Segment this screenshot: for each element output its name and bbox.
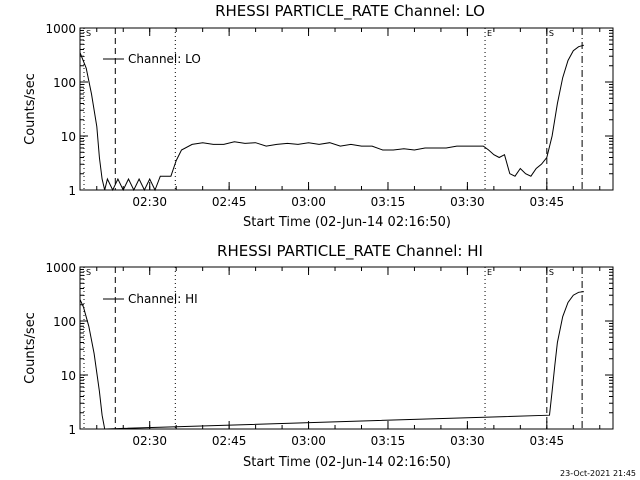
time-marker-label: S: [86, 29, 91, 38]
axis-ticks: 02:30 02:45 03:00 03:15 03:30 03:45 1 10 100 1000: [45, 261, 613, 448]
series-line-lo: [79, 44, 585, 192]
y-axis-label: Counts/sec: [23, 312, 38, 384]
plot-frame: [79, 266, 614, 430]
time-marker-label: S: [86, 268, 91, 277]
axis-ticks: 02:30 02:45 03:00 03:15 03:30 03:45 1 10 100 1000: [45, 22, 613, 209]
chart-title: RHESSI PARTICLE_RATE Channel: LO: [215, 2, 485, 21]
y-tick-label: 10: [61, 130, 76, 144]
x-tick-label: 03:15: [371, 434, 406, 448]
y-tick-label: 10: [61, 369, 76, 383]
x-tick-label: 03:45: [530, 195, 565, 209]
y-tick-label: 1: [68, 423, 76, 437]
chart-hi: RHESSI PARTICLE_RATE Channel: HI 02:30 02…: [23, 242, 614, 470]
legend-label: Channel: HI: [128, 292, 198, 306]
x-tick-label: 03:00: [291, 195, 326, 209]
x-tick-label: 03:15: [371, 195, 406, 209]
x-tick-label: 03:30: [450, 434, 485, 448]
series-line-hi: [79, 291, 584, 430]
x-tick-label: 02:30: [132, 195, 167, 209]
x-tick-label: 03:30: [450, 195, 485, 209]
time-marker-label: S: [549, 268, 554, 277]
y-axis-label: Counts/sec: [23, 73, 38, 145]
x-tick-label: 02:45: [212, 195, 247, 209]
time-marker-label: E: [487, 29, 492, 38]
y-tick-label: 1000: [45, 261, 76, 275]
x-tick-label: 03:00: [291, 434, 326, 448]
time-marker-label: S: [549, 29, 554, 38]
y-tick-label: 1: [68, 184, 76, 198]
legend: Channel: HI: [103, 292, 198, 306]
legend: Channel: LO: [103, 52, 201, 66]
y-tick-label: 100: [53, 76, 76, 90]
x-axis-label: Start Time (02-Jun-14 02:16:50): [243, 215, 451, 230]
x-tick-label: 02:30: [132, 434, 167, 448]
x-tick-label: 02:45: [212, 434, 247, 448]
x-tick-label: 03:45: [530, 434, 565, 448]
generation-timestamp: 23-Oct-2021 21:45: [560, 469, 636, 478]
y-tick-label: 100: [53, 315, 76, 329]
y-tick-label: 1000: [45, 22, 76, 36]
x-axis-label: Start Time (02-Jun-14 02:16:50): [243, 455, 451, 470]
plot-frame: [79, 27, 614, 191]
legend-label: Channel: LO: [128, 52, 201, 66]
chart-lo: RHESSI PARTICLE_RATE Channel: LO 02:30 02…: [23, 2, 614, 230]
chart-title: RHESSI PARTICLE_RATE Channel: HI: [217, 242, 483, 261]
time-marker-label: E: [487, 268, 492, 277]
